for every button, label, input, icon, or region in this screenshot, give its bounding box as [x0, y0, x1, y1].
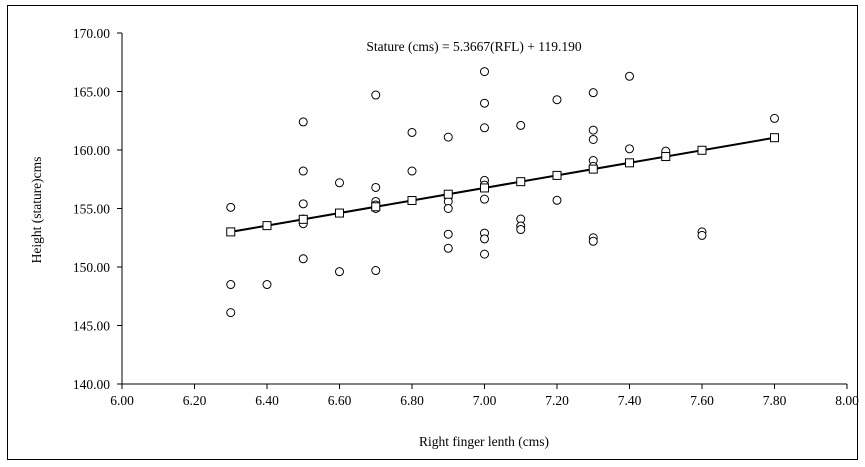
data-point	[443, 132, 453, 142]
y-tick-label: 170.00	[73, 26, 110, 41]
fit-point	[697, 145, 707, 155]
data-point	[407, 127, 417, 137]
data-point	[625, 144, 634, 154]
data-point	[516, 120, 526, 130]
fit-point	[770, 133, 779, 143]
data-point	[588, 134, 598, 144]
data-point	[371, 90, 381, 100]
data-point	[298, 199, 308, 209]
data-point	[371, 266, 381, 276]
fit-markers	[226, 133, 779, 237]
data-points	[226, 67, 779, 318]
fit-point	[625, 158, 634, 168]
fit-line	[230, 136, 775, 233]
data-point	[226, 308, 236, 318]
data-point	[625, 71, 634, 81]
y-tick-label: 160.00	[73, 143, 110, 158]
fit-point	[443, 189, 453, 199]
data-point	[226, 202, 236, 212]
fit-point	[371, 202, 381, 212]
data-point	[480, 234, 489, 244]
fit-point	[335, 208, 344, 218]
data-point	[480, 67, 489, 77]
fit-point	[262, 221, 272, 231]
data-point	[335, 267, 344, 277]
data-point	[443, 243, 453, 253]
data-point	[262, 280, 272, 290]
data-point	[226, 280, 236, 290]
x-tick-label: 7.40	[618, 393, 642, 408]
fit-point	[480, 183, 489, 193]
x-tick-label: 6.60	[328, 393, 352, 408]
data-point	[443, 204, 453, 213]
y-tick-label: 140.00	[73, 377, 110, 392]
data-point	[371, 182, 381, 192]
x-tick-label: 6.40	[255, 393, 279, 408]
data-point	[407, 166, 417, 176]
data-point	[480, 249, 489, 259]
y-tick-label: 155.00	[73, 202, 110, 217]
x-tick-label: 7.20	[545, 393, 569, 408]
x-axis-label: Right finger lenth (cms)	[419, 434, 549, 449]
fit-point	[298, 214, 308, 224]
x-tick-label: 7.00	[473, 393, 497, 408]
data-point	[298, 254, 308, 264]
data-point	[516, 225, 526, 235]
x-tick-label: 8.00	[835, 393, 859, 408]
x-tick-label: 6.00	[110, 393, 134, 408]
x-tick-label: 6.20	[183, 393, 207, 408]
data-point	[480, 98, 489, 108]
x-tick-label: 6.80	[400, 393, 424, 408]
equation-label: Stature (cms) = 5.3667(RFL) + 119.190	[366, 39, 582, 54]
y-tick-label: 165.00	[73, 85, 110, 100]
y-axis-label: Height (stature)cms	[29, 157, 44, 264]
data-point	[443, 229, 453, 239]
fit-point	[661, 152, 671, 162]
data-point	[480, 194, 489, 204]
data-point	[552, 195, 562, 205]
data-point	[298, 166, 308, 176]
x-tick-label: 7.80	[763, 393, 787, 408]
axes: 6.00 6.20 6.40 6.60 6.80 7.00 7.20 7.40 7.60 7.80…	[73, 26, 859, 408]
x-tick-label: 7.60	[690, 393, 714, 408]
y-tick-label: 145.00	[73, 319, 110, 334]
data-point	[552, 95, 562, 105]
regression-line	[230, 136, 775, 233]
fit-point	[226, 227, 236, 237]
fit-point	[588, 164, 598, 174]
data-point	[335, 178, 344, 188]
y-tick-label: 150.00	[73, 260, 110, 275]
data-point	[588, 125, 598, 135]
data-point	[298, 117, 308, 127]
fit-point	[552, 170, 562, 180]
data-point	[480, 123, 489, 133]
fit-point	[407, 196, 417, 206]
data-point	[588, 236, 598, 246]
data-point	[770, 113, 779, 123]
data-point	[588, 88, 598, 98]
data-point	[697, 230, 707, 240]
fit-point	[516, 177, 526, 187]
